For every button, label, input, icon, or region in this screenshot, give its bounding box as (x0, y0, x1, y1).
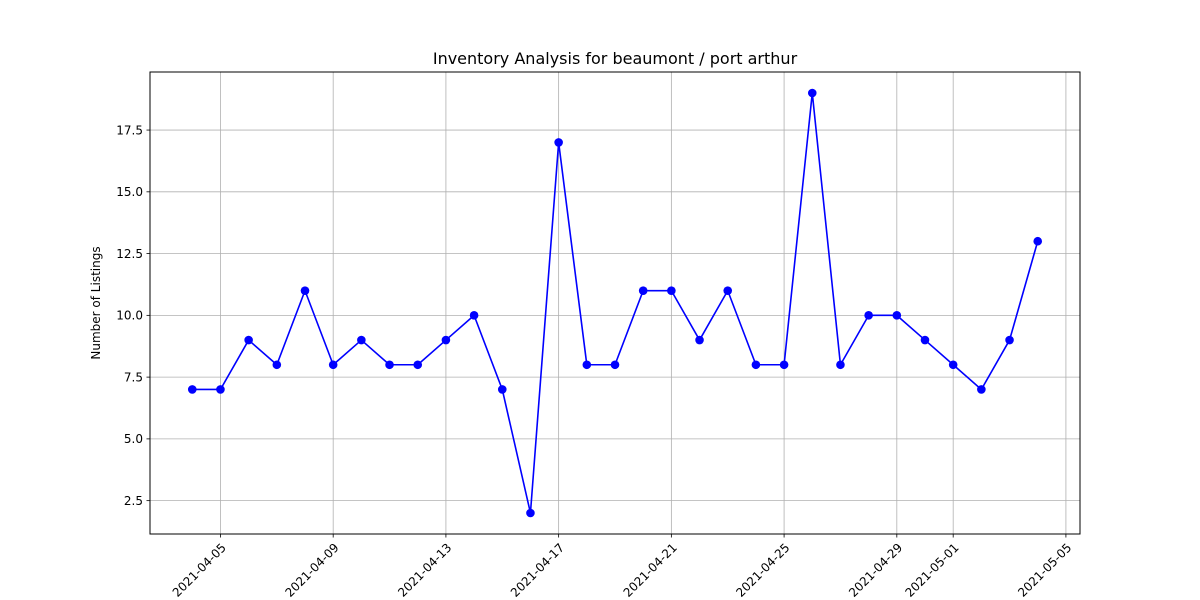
y-tick-label: 2.5 (124, 494, 143, 508)
y-tick-label: 7.5 (124, 370, 143, 384)
data-point (441, 335, 451, 345)
data-point (638, 286, 648, 295)
y-tick-label: 15.0 (116, 185, 143, 199)
y-axis-ticks: 2.5 5.0 7.5 10.0 12.5 15.0 17.5 (116, 123, 150, 508)
data-point (216, 385, 225, 394)
chart-title: Inventory Analysis for beaumont / port a… (433, 49, 798, 68)
data-point (300, 286, 310, 295)
data-point (836, 360, 845, 370)
data-point (1005, 335, 1014, 345)
data-point (695, 335, 704, 345)
data-point (187, 385, 197, 394)
y-tick-label: 12.5 (116, 247, 143, 261)
data-point (948, 360, 958, 370)
data-point (779, 360, 789, 370)
y-axis-label: Number of Listings (89, 246, 103, 359)
data-point (892, 311, 902, 320)
y-tick-label: 10.0 (116, 309, 143, 323)
data-point (272, 360, 282, 370)
data-point (667, 286, 676, 295)
data-point (554, 138, 563, 147)
data-point (497, 385, 507, 394)
data-point (526, 508, 535, 518)
data-point (920, 335, 930, 345)
data-point (610, 360, 620, 370)
data-point (977, 385, 986, 394)
y-tick-label: 17.5 (116, 123, 143, 137)
data-point (723, 286, 733, 295)
data-point (357, 335, 366, 345)
data-point (244, 335, 253, 345)
data-series (187, 88, 1043, 518)
y-tick-label: 5.0 (124, 432, 143, 446)
data-point (751, 360, 761, 370)
data-point (413, 360, 423, 370)
data-point (807, 88, 817, 98)
data-point (1033, 236, 1043, 246)
data-point (328, 360, 338, 370)
data-point (469, 311, 479, 320)
plot-frame (149, 71, 1081, 535)
data-point (864, 311, 873, 320)
data-point (385, 360, 394, 370)
data-point (582, 360, 592, 370)
